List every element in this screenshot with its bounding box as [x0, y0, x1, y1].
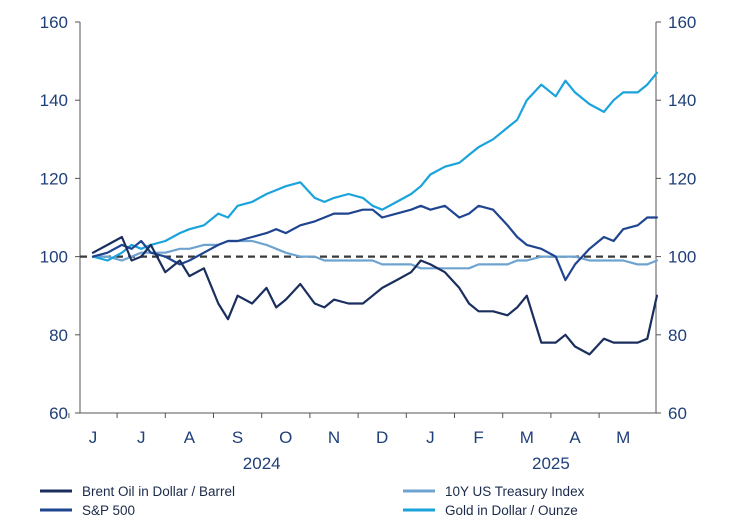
right-y-tick-label: 140 [668, 91, 696, 110]
left-y-tick-label: 160 [40, 13, 68, 32]
right-y-tick-label: 60 [668, 404, 687, 423]
legend-label: Brent Oil in Dollar / Barrel [82, 484, 235, 499]
x-month-label: J [89, 428, 98, 447]
series-line-s-p-500 [91, 204, 659, 282]
right-y-tick-label: 160 [668, 13, 696, 32]
legend-label: 10Y US Treasury Index [445, 484, 585, 499]
x-year-label: 2025 [532, 454, 570, 473]
plot-frame [79, 22, 657, 414]
series-line-10y-us-treasury-index [91, 239, 659, 270]
legend-label: S&P 500 [82, 503, 135, 518]
series-layer [91, 71, 659, 356]
x-month-label: A [569, 428, 581, 447]
left-y-tick-label: 80 [49, 326, 68, 345]
right-y-tick-label: 120 [668, 169, 696, 188]
series-line-gold-in-dollar-ounze [91, 71, 659, 262]
x-month-label: M [520, 428, 534, 447]
series-line-brent-oil-in-dollar-barrel [91, 235, 659, 356]
left-y-tick-label: 120 [40, 169, 68, 188]
left-y-tick-label: 100 [40, 248, 68, 267]
right-y-tick-label: 80 [668, 326, 687, 345]
x-month-label: D [376, 428, 388, 447]
x-month-label: A [184, 428, 196, 447]
right-y-tick-label: 100 [668, 248, 696, 267]
left-y-tick-label: 140 [40, 91, 68, 110]
x-ticks: J J A S O N D J F M A M 2024 2025 [68, 413, 630, 473]
x-month-label: J [426, 428, 435, 447]
legend-label: Gold in Dollar / Ounze [445, 503, 578, 518]
x-month-label: F [473, 428, 483, 447]
x-year-label: 2024 [243, 454, 281, 473]
x-month-label: J [137, 428, 146, 447]
left-y-ticks: 60 80 100 120 140 160 [40, 13, 80, 423]
x-month-label: M [616, 428, 630, 447]
right-y-ticks: 60 80 100 120 140 160 [656, 13, 696, 423]
legend: Brent Oil in Dollar / Barrel S&P 500 10Y U… [40, 484, 585, 518]
x-month-label: O [279, 428, 292, 447]
x-month-label: N [328, 428, 340, 447]
left-y-tick-label: 60 [49, 404, 68, 423]
x-month-label: S [232, 428, 243, 447]
